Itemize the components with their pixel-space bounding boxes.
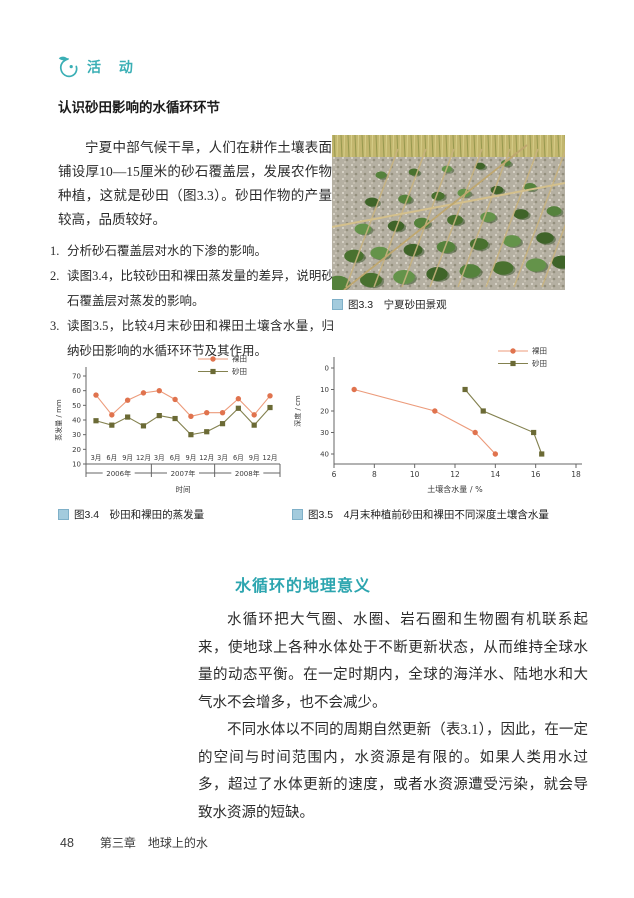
sand-field-photo [332,135,565,290]
svg-text:时间: 时间 [176,484,191,494]
svg-text:6: 6 [332,470,337,479]
svg-text:12月: 12月 [199,454,214,462]
question-number: 2. [50,269,60,283]
svg-text:6月: 6月 [233,454,244,462]
svg-text:10: 10 [320,386,329,394]
question-number: 3. [50,319,60,333]
list-item: 3. 读图3.5，比较4月末砂田和裸田土壤含水量，归纳砂田影响的水循环环节及其作… [50,314,334,364]
svg-text:砂田: 砂田 [232,366,247,376]
question-text: 读图3.5，比较4月末砂田和裸田土壤含水量，归纳砂田影响的水循环环节及其作用。 [67,319,334,358]
list-item: 2. 读图3.4，比较砂田和裸田蒸发量的差异，说明砂石覆盖层对蒸发的影响。 [50,264,334,314]
svg-text:60: 60 [72,387,81,395]
svg-text:2008年: 2008年 [235,469,260,478]
svg-text:40: 40 [320,451,329,459]
svg-text:6月: 6月 [170,454,181,462]
svg-text:2007年: 2007年 [171,469,196,478]
svg-text:70: 70 [72,373,81,381]
activity-sprout-icon [58,56,78,78]
activity-header: 活 动 [55,54,140,80]
section-title: 水循环的地理意义 [235,578,372,595]
list-item: 1. 分析砂石覆盖层对水的下渗的影响。 [50,239,334,264]
svg-text:9月: 9月 [122,454,133,462]
figure-caption: 图3.4 砂田和裸田的蒸发量 [58,507,204,522]
svg-text:18: 18 [571,470,581,479]
question-text: 分析砂石覆盖层对水的下渗的影响。 [67,244,268,258]
svg-text:6月: 6月 [106,454,117,462]
figure-3-3: 图3.3 宁夏砂田景观 [332,135,565,312]
svg-text:40: 40 [72,417,81,425]
svg-text:20: 20 [72,446,81,454]
svg-text:14: 14 [491,470,501,479]
page-footer: 48 第三章 地球上的水 [60,834,208,851]
svg-text:30: 30 [72,431,81,439]
svg-text:8: 8 [372,470,377,479]
svg-text:30: 30 [320,429,329,437]
svg-text:3月: 3月 [154,454,165,462]
soil-moisture-line-chart: 0 10 20 30 40 6 8 10 12 14 16 18 深度 / cm 土壤含水量 / % 裸田砂… [293,346,582,494]
figure-caption-text: 图3.5 4月末种植前砂田和裸田不同深度土壤含水量 [308,509,549,521]
svg-text:裸田: 裸田 [232,354,247,364]
question-list: 1. 分析砂石覆盖层对水的下渗的影响。 2. 读图3.4，比较砂田和裸田蒸发量的… [50,239,334,364]
svg-text:3月: 3月 [91,454,102,462]
svg-text:12月: 12月 [263,454,278,462]
svg-text:0: 0 [325,365,329,373]
svg-text:10: 10 [410,470,420,479]
svg-text:3月: 3月 [217,454,228,462]
svg-text:50: 50 [72,402,81,410]
figure-caption: 图3.5 4月末种植前砂田和裸田不同深度土壤含水量 [292,507,549,522]
svg-text:12: 12 [450,470,460,479]
svg-text:20: 20 [320,408,329,416]
svg-text:裸田: 裸田 [532,346,547,356]
svg-text:10: 10 [72,461,81,469]
figure-caption: 图3.3 宁夏砂田景观 [332,297,565,312]
svg-text:砂田: 砂田 [532,358,547,368]
caption-square-icon [292,509,303,520]
activity-intro: 宁夏中部气候干旱，人们在耕作土壤表面铺设厚10—15厘米的砂石覆盖层，发展农作物… [58,140,332,227]
figure-caption-text: 图3.3 宁夏砂田景观 [348,299,447,311]
svg-text:16: 16 [531,470,541,479]
caption-square-icon [332,299,343,310]
svg-text:9月: 9月 [249,454,260,462]
figure-caption-text: 图3.4 砂田和裸田的蒸发量 [74,509,205,521]
question-number: 1. [50,244,60,258]
question-text: 读图3.4，比较砂田和裸田蒸发量的差异，说明砂石覆盖层对蒸发的影响。 [67,269,334,308]
svg-text:土壤含水量 / %: 土壤含水量 / % [427,484,483,494]
svg-text:12月: 12月 [136,454,151,462]
caption-square-icon [58,509,69,520]
page-number: 48 [60,836,74,850]
body-paragraph: 不同水体以不同的周期自然更新（表3.1），因此，在一定的空间与时间范围内，水资源… [198,722,588,821]
svg-text:蒸发量 / mm: 蒸发量 / mm [54,399,63,441]
chapter-title: 第三章 地球上的水 [99,836,208,850]
svg-text:9月: 9月 [186,454,197,462]
activity-title: 认识砂田影响的水循环环节 [58,100,220,115]
activity-label: 活 动 [87,59,140,75]
svg-text:2006年: 2006年 [106,469,131,478]
svg-text:深度 / cm: 深度 / cm [293,395,302,427]
body-paragraph: 水循环把大气圈、水圈、岩石圈和生物圈有机联系起来，使地球上各种水体处于不断更新状… [198,612,588,711]
